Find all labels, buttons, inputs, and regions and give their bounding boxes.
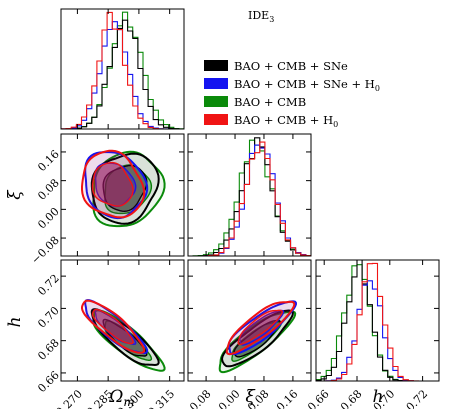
panel-frame <box>315 259 440 382</box>
x-tick-label: 0.16 <box>274 387 301 409</box>
contour-68-series-3 <box>91 308 134 345</box>
legend-swatch <box>204 60 228 71</box>
x-tick-label: 0.270 <box>53 387 84 409</box>
contour-68-series-1 <box>239 309 285 346</box>
panel-content <box>61 11 184 129</box>
y-tick-label: 0.72 <box>35 272 62 299</box>
x-axis-label-xi: ξ <box>245 387 256 407</box>
panel-content <box>218 300 298 374</box>
legend-label: BAO + CMB + SNe <box>234 59 348 73</box>
panel-content <box>316 260 439 381</box>
x-tick-label: 0.00 <box>216 387 243 409</box>
legend-label: BAO + CMB + SNe + H0 <box>234 77 380 93</box>
contour-68-series-0 <box>102 318 148 357</box>
panel-xi-h: −0.08 0.00 0.08 0.16 <box>181 259 312 409</box>
y-tick-label: −0.08 <box>29 234 62 267</box>
panel-xi-xi <box>187 133 312 257</box>
contour-95-series-3 <box>225 300 296 356</box>
panel-content <box>188 137 311 256</box>
y-axis-label-xi: ξ <box>5 189 25 200</box>
panel-frame <box>60 8 185 130</box>
legend-swatch <box>204 78 228 89</box>
y-axis-label-h: h <box>5 317 25 328</box>
legend-label: BAO + CMB <box>234 95 306 109</box>
x-tick-label: 0.68 <box>338 387 365 409</box>
y-tick-label: 0.16 <box>35 148 62 175</box>
y-tick-label: 0.66 <box>35 369 62 396</box>
hist-xi-series-3 <box>188 141 311 256</box>
panels-layer: −0.080.000.080.160.270 0.285 0.300 0.3150.6… <box>5 8 440 409</box>
contour-95-series-3 <box>81 299 146 354</box>
hist-Om-series-3 <box>61 11 184 129</box>
x-axis-label-Om: Ωm <box>108 387 135 409</box>
hist-h-series-3 <box>316 262 439 381</box>
y-tick-label: 0.68 <box>35 336 62 363</box>
contour-68-series-3 <box>237 309 284 346</box>
y-tick-label: 0.00 <box>35 205 62 232</box>
panel-frame <box>60 259 185 382</box>
panel-Om-xi: −0.080.000.080.16 <box>29 133 185 267</box>
contour-95-series-1 <box>227 300 298 356</box>
panel-frame <box>187 259 312 382</box>
panel-frame <box>60 133 185 257</box>
plot-title: IDE3 <box>248 9 274 24</box>
panel-content <box>81 149 166 228</box>
panel-content <box>81 299 166 372</box>
y-tick-label: 0.08 <box>35 176 62 203</box>
panel-frame <box>187 133 312 257</box>
hist-Om-series-0 <box>61 19 184 129</box>
panel-Om-Om <box>60 8 185 130</box>
legend-swatch <box>204 96 228 107</box>
contour-68-series-3 <box>91 161 134 207</box>
x-tick-label: −0.08 <box>181 387 214 409</box>
legend: BAO + CMB + SNe BAO + CMB + SNe + H0 BAO +… <box>204 59 380 129</box>
x-tick-label: 0.315 <box>146 387 177 409</box>
legend-swatch <box>204 114 228 125</box>
legend-label: BAO + CMB + H0 <box>234 113 338 129</box>
x-tick-label: 0.66 <box>305 387 332 409</box>
x-tick-label: 0.72 <box>404 387 431 409</box>
x-axis-label-h: h <box>373 387 384 407</box>
y-tick-label: 0.70 <box>35 304 62 331</box>
hist-xi-series-0 <box>188 137 311 256</box>
